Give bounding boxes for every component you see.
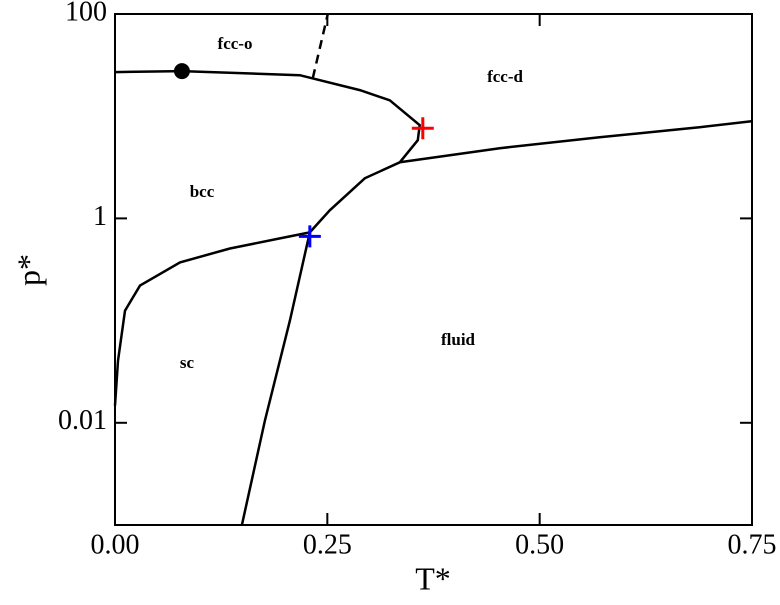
plot-frame bbox=[114, 13, 753, 526]
region-label: fcc-d bbox=[487, 67, 523, 86]
point-marker bbox=[411, 117, 434, 140]
phase-boundary bbox=[311, 13, 330, 79]
point-marker bbox=[298, 225, 321, 248]
y-axis-label: p* bbox=[10, 254, 46, 286]
x-axis-label: T* bbox=[415, 560, 451, 596]
y-tick-label: 1 bbox=[93, 201, 107, 232]
region-label: sc bbox=[180, 353, 195, 372]
x-tick-label: 0.25 bbox=[303, 529, 352, 560]
phase-boundary bbox=[113, 231, 311, 406]
x-tick-label: 0.75 bbox=[728, 529, 777, 560]
y-tick-label: 100 bbox=[65, 0, 107, 27]
phase-boundary bbox=[240, 232, 312, 526]
x-tick-label: 0.50 bbox=[515, 529, 564, 560]
point-marker bbox=[173, 63, 190, 80]
region-label: fluid bbox=[441, 330, 476, 349]
region-label: fcc-o bbox=[218, 34, 253, 53]
phase-boundary bbox=[114, 69, 422, 234]
phase-boundary bbox=[399, 119, 752, 164]
region-label: bcc bbox=[190, 182, 215, 201]
y-tick-label: 0.01 bbox=[58, 405, 107, 436]
x-tick-label: 0.00 bbox=[91, 529, 140, 560]
